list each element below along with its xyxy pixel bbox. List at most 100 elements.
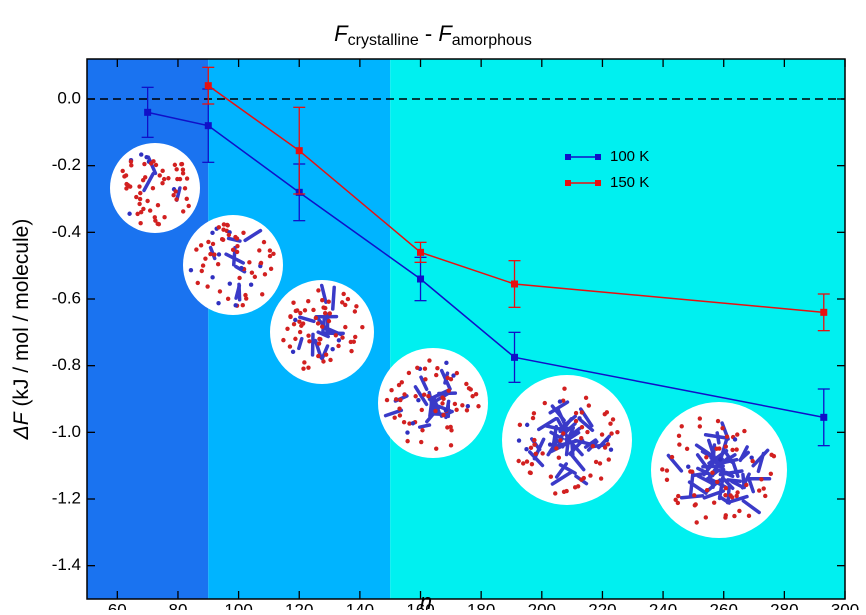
molecule-atom: [144, 155, 148, 159]
molecule-atom: [210, 275, 214, 279]
title-part: crystalline: [348, 32, 419, 49]
molecule-atom: [762, 486, 766, 490]
molecule-atom: [181, 168, 185, 172]
y-axis-label-part: ΔF: [10, 411, 33, 440]
molecule-atom: [693, 503, 697, 507]
molecule-atom: [730, 495, 734, 499]
molecule-atom: [189, 268, 193, 272]
molecule-atom: [558, 399, 562, 403]
molecule-atom: [218, 289, 222, 293]
molecule-atom: [433, 409, 437, 413]
molecule-atom: [330, 347, 334, 351]
molecule-atom: [465, 408, 469, 412]
molecule-atom: [516, 459, 520, 463]
molecule-atom: [580, 410, 584, 414]
molecule-atom: [609, 447, 613, 451]
molecule-atom: [156, 203, 160, 207]
molecule-atom: [194, 247, 198, 251]
molecule-atom: [124, 186, 128, 190]
molecule-atom: [530, 462, 534, 466]
molecule-atom: [307, 339, 311, 343]
molecule-atom: [720, 426, 724, 430]
molecule-atom: [389, 388, 393, 392]
molecule-atom: [291, 301, 295, 305]
molecule-atom: [531, 416, 535, 420]
y-tick-label: -1.0: [52, 422, 81, 441]
molecule-atom: [271, 252, 275, 256]
molecule-atom: [241, 231, 245, 235]
molecule-atom: [521, 461, 525, 465]
molecule-atom: [237, 276, 241, 280]
molecule-atom: [453, 402, 457, 406]
molecule-atom: [562, 387, 566, 391]
molecule-atom: [257, 248, 261, 252]
molecule-bond: [691, 473, 693, 495]
molecule-atom: [324, 352, 328, 356]
molecule-atom: [183, 186, 187, 190]
molecule-atom: [298, 330, 302, 334]
molecule-atom: [611, 417, 615, 421]
molecule-atom: [562, 490, 566, 494]
molecule-atom: [262, 240, 266, 244]
molecule-atom: [704, 515, 708, 519]
molecule-atom: [591, 444, 595, 448]
y-tick-label: -1.2: [52, 488, 81, 507]
molecule-atom: [302, 360, 306, 364]
molecule-atom: [268, 248, 272, 252]
chart-title: Fcrystalline - Famorphous: [334, 21, 532, 49]
molecule-atom: [608, 422, 612, 426]
molecule-atom: [557, 455, 561, 459]
molecule-atom: [686, 465, 690, 469]
molecule-atom: [577, 416, 581, 420]
x-tick-label: 200: [528, 600, 556, 610]
molecule-atom: [216, 262, 220, 266]
molecule-atom: [449, 443, 453, 447]
molecule-atom: [323, 311, 327, 315]
molecule-atom: [124, 182, 128, 186]
molecule-atom: [259, 261, 263, 265]
molecule-atom: [411, 421, 415, 425]
molecule-atom: [688, 469, 692, 473]
molecule-atom: [673, 498, 677, 502]
molecule-atom: [216, 301, 220, 305]
molecule-atom: [260, 292, 264, 296]
molecule-atom: [318, 337, 322, 341]
molecule-atom: [716, 419, 720, 423]
molecule-atom: [407, 371, 411, 375]
molecule-atom: [141, 207, 145, 211]
molecule-atom: [529, 471, 533, 475]
molecule-atom: [420, 428, 424, 432]
molecule-atom: [185, 197, 189, 201]
molecule-atom: [160, 181, 164, 185]
molecule-atom: [585, 430, 589, 434]
x-tick-label: 220: [588, 600, 616, 610]
molecule-atom: [285, 327, 289, 331]
molecule-atom: [141, 178, 145, 182]
molecule-atom: [124, 173, 128, 177]
molecule-atom: [405, 439, 409, 443]
molecule-atom: [737, 509, 741, 513]
molecule-atom: [291, 350, 295, 354]
molecule-atom: [474, 392, 478, 396]
molecule-atom: [293, 318, 297, 322]
molecule-atom: [253, 275, 257, 279]
molecule-atom: [759, 477, 763, 481]
marker: [820, 309, 827, 316]
molecule-atom: [757, 488, 761, 492]
molecule-atom: [181, 209, 185, 213]
molecule-atom: [518, 423, 522, 427]
molecule-atom: [212, 252, 216, 256]
molecule-atom: [151, 186, 155, 190]
molecule-atom: [444, 361, 448, 365]
molecule-atom: [293, 337, 297, 341]
molecule-atom: [353, 335, 357, 339]
molecule-atom: [554, 446, 558, 450]
molecule-atom: [149, 161, 153, 165]
legend-marker: [565, 154, 571, 160]
x-tick-label: 280: [770, 600, 798, 610]
molecule-atom: [540, 451, 544, 455]
molecule-atom: [609, 431, 613, 435]
molecule-atom: [328, 358, 332, 362]
x-tick-label: 80: [168, 600, 187, 610]
molecule-atom: [685, 447, 689, 451]
